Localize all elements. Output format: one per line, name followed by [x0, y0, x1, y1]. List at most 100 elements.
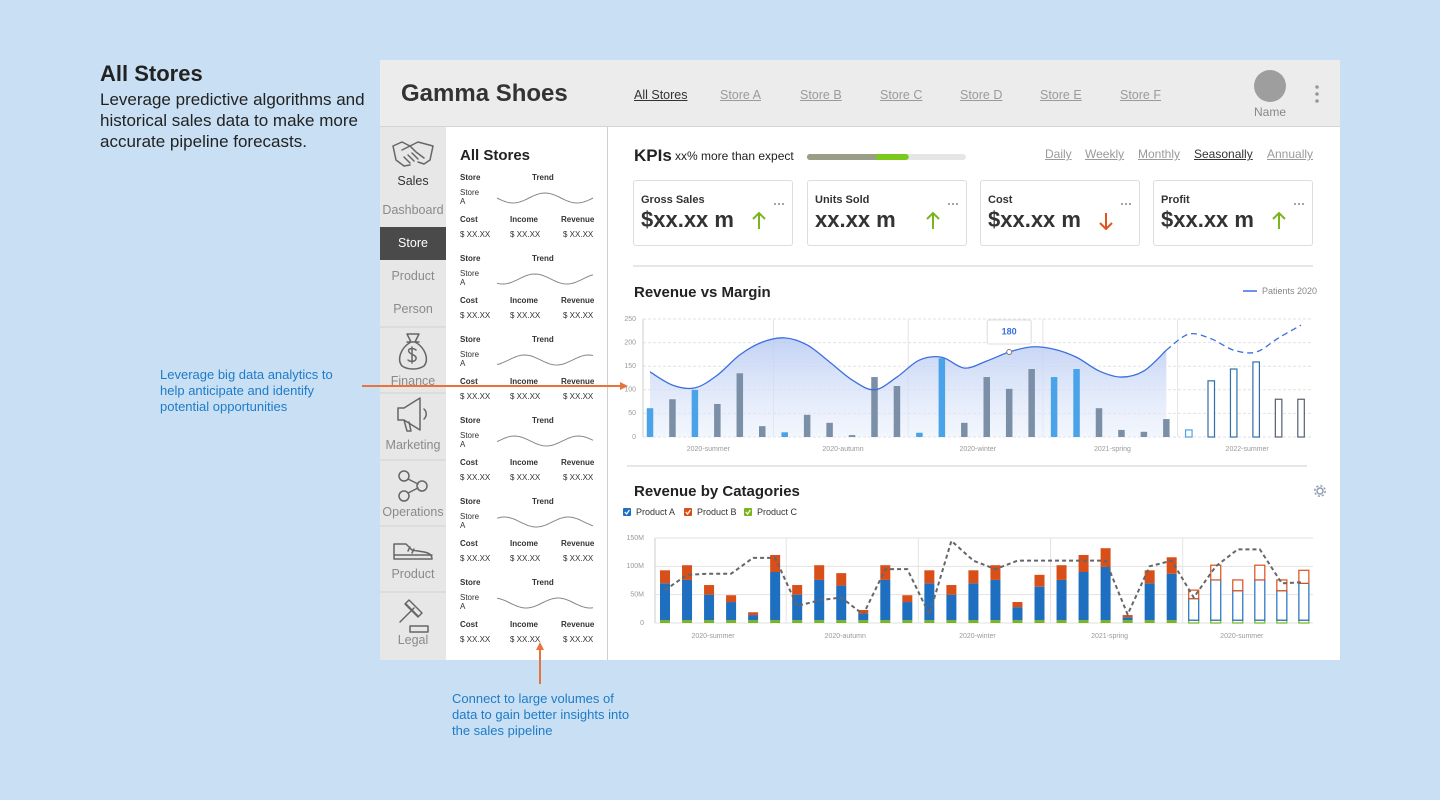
store-heading: Store: [460, 254, 481, 263]
store-name: Store A: [460, 188, 480, 206]
income-value: $ XX.XX: [510, 635, 541, 644]
revenue-heading: Revenue: [561, 539, 595, 548]
kpi-title: KPIs: [634, 146, 672, 165]
revenue-value: $ XX.XX: [563, 635, 594, 644]
user-name: Name: [1253, 105, 1287, 119]
revenue-heading: Revenue: [561, 620, 595, 629]
period-tab[interactable]: Monthly: [1138, 147, 1181, 161]
income-value: $ XX.XX: [510, 392, 541, 401]
brand: Gamma Shoes: [401, 80, 568, 107]
kpi-card: [1153, 180, 1313, 246]
kpi-label: Cost: [988, 194, 1013, 206]
cost-value: $ XX.XX: [460, 635, 491, 644]
period-tab[interactable]: Weekly: [1085, 147, 1125, 161]
income-heading: Income: [510, 539, 539, 548]
sidebar-item[interactable]: Marketing: [385, 438, 441, 452]
sidebar-item[interactable]: Product: [391, 269, 435, 283]
store-list-title: All Stores: [460, 147, 531, 164]
trend-heading: Trend: [532, 497, 554, 506]
store-name: Store A: [460, 512, 480, 530]
sidebar: [380, 127, 446, 660]
kpi-subtitle: xx% more than expect: [675, 149, 794, 163]
nav-tab[interactable]: Store E: [1040, 88, 1082, 102]
cost-value: $ XX.XX: [460, 230, 491, 239]
cost-heading: Cost: [460, 215, 478, 224]
cost-value: $ XX.XX: [460, 554, 491, 563]
chart-title: Revenue by Catagories: [634, 483, 800, 500]
income-heading: Income: [510, 215, 539, 224]
sidebar-item[interactable]: Legal: [397, 633, 429, 647]
sidebar-item[interactable]: Person: [393, 302, 433, 316]
trend-heading: Trend: [532, 173, 554, 182]
revenue-heading: Revenue: [561, 377, 595, 386]
legend-label[interactable]: Product B: [697, 507, 737, 517]
kpi-value: $xx.xx m: [641, 207, 734, 232]
store-heading: Store: [460, 335, 481, 344]
income-value: $ XX.XX: [510, 554, 541, 563]
sidebar-item[interactable]: Sales: [397, 174, 429, 188]
period-tab[interactable]: Annually: [1267, 147, 1314, 161]
trend-heading: Trend: [532, 416, 554, 425]
revenue-heading: Revenue: [561, 458, 595, 467]
avatar[interactable]: [1254, 70, 1286, 102]
revenue-heading: Revenue: [561, 296, 595, 305]
revenue-heading: Revenue: [561, 215, 595, 224]
revenue-value: $ XX.XX: [563, 311, 594, 320]
store-name: Store A: [460, 269, 480, 287]
cost-heading: Cost: [460, 296, 478, 305]
store-heading: Store: [460, 497, 481, 506]
cost-value: $ XX.XX: [460, 473, 491, 482]
revenue-value: $ XX.XX: [563, 230, 594, 239]
sidebar-item[interactable]: Dashboard: [382, 203, 444, 217]
cost-heading: Cost: [460, 539, 478, 548]
nav-tab[interactable]: Store B: [800, 88, 842, 102]
nav-tab[interactable]: All Stores: [634, 88, 688, 102]
income-heading: Income: [510, 620, 539, 629]
cost-value: $ XX.XX: [460, 311, 491, 320]
store-panel: [446, 127, 608, 660]
chart-title: Revenue vs Margin: [634, 284, 771, 301]
income-value: $ XX.XX: [510, 230, 541, 239]
income-heading: Income: [510, 458, 539, 467]
legend-label: Patients 2020: [1262, 286, 1318, 296]
legend-label[interactable]: Product A: [636, 507, 676, 517]
callout-text: Connect to large volumes of data to gain…: [452, 691, 630, 738]
nav-tab[interactable]: Store D: [960, 88, 1003, 102]
store-name: Store A: [460, 350, 480, 368]
period-tab[interactable]: Seasonally: [1194, 147, 1253, 161]
sidebar-active-bg: [380, 227, 446, 260]
cost-heading: Cost: [460, 377, 478, 386]
revenue-value: $ XX.XX: [563, 392, 594, 401]
trend-heading: Trend: [532, 335, 554, 344]
income-value: $ XX.XX: [510, 311, 541, 320]
revenue-value: $ XX.XX: [563, 554, 594, 563]
cost-heading: Cost: [460, 620, 478, 629]
nav-tab[interactable]: Store A: [720, 88, 761, 102]
sidebar-item[interactable]: Finance: [390, 374, 436, 388]
sidebar-item[interactable]: Operations: [382, 505, 444, 519]
trend-heading: Trend: [532, 578, 554, 587]
sidebar-item[interactable]: Product: [391, 567, 435, 581]
kpi-value: xx.xx m: [815, 207, 896, 232]
income-heading: Income: [510, 377, 539, 386]
intro-title: All Stores: [100, 61, 203, 86]
intro-description: Leverage predictive algorithms and histo…: [100, 90, 365, 151]
kpi-card: [807, 180, 967, 246]
cost-heading: Cost: [460, 458, 478, 467]
kpi-card: [980, 180, 1140, 246]
sidebar-item[interactable]: Store: [398, 236, 428, 250]
nav-tab[interactable]: Store F: [1120, 88, 1161, 102]
cost-value: $ XX.XX: [460, 392, 491, 401]
kpi-card: [633, 180, 793, 246]
trend-heading: Trend: [532, 254, 554, 263]
legend-label[interactable]: Product C: [757, 507, 798, 517]
income-value: $ XX.XX: [510, 473, 541, 482]
store-heading: Store: [460, 578, 481, 587]
period-tab[interactable]: Daily: [1045, 147, 1072, 161]
kpi-label: Units Sold: [815, 194, 870, 206]
store-heading: Store: [460, 416, 481, 425]
store-name: Store A: [460, 431, 480, 449]
kpi-label: Profit: [1161, 194, 1190, 206]
nav-tab[interactable]: Store C: [880, 88, 923, 102]
